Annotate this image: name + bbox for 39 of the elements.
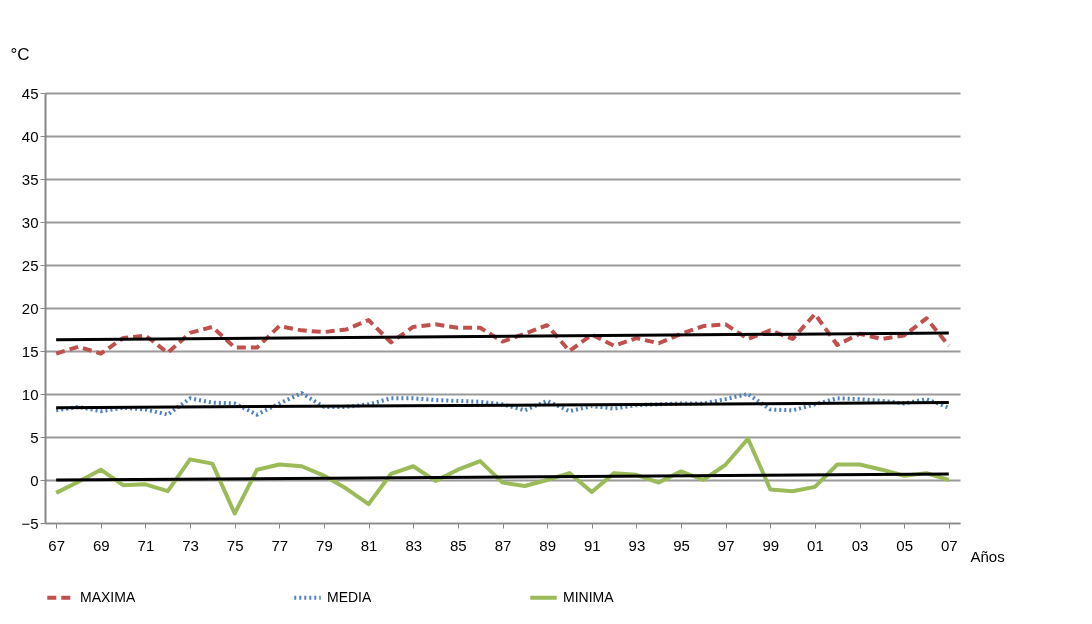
- y-tick-label: 0: [30, 471, 39, 489]
- x-tick-label: 79: [316, 536, 333, 554]
- y-tick-label: 10: [21, 385, 39, 403]
- y-tick-label: 15: [21, 342, 39, 360]
- y-axis-title: °C: [10, 44, 30, 64]
- x-tick-label: 93: [628, 536, 646, 554]
- x-tick-label: 95: [673, 536, 690, 554]
- line-series: [54, 312, 951, 356]
- x-tick-label: 05: [896, 536, 914, 554]
- y-tick-label: 5: [30, 428, 39, 446]
- x-tick-label: 69: [92, 536, 110, 554]
- x-tick-label: 81: [360, 536, 378, 554]
- x-tick-label: 03: [851, 536, 869, 554]
- x-tick-label: 87: [494, 536, 512, 554]
- y-tick-label: 20: [21, 299, 39, 317]
- y-tick-label: 45: [21, 84, 39, 102]
- x-tick-label: 75: [226, 536, 244, 554]
- y-tick-label: 35: [21, 170, 39, 188]
- x-tick-label: 71: [137, 536, 155, 554]
- x-tick-label: 85: [450, 536, 467, 554]
- legend-label: MINIMA: [563, 588, 615, 605]
- x-tick-label: 97: [717, 536, 735, 554]
- y-tick-label: 30: [21, 213, 39, 231]
- y-tick-label: −5: [21, 514, 39, 532]
- legend-label: MEDIA: [327, 588, 372, 605]
- x-tick-label: 67: [48, 536, 65, 554]
- x-tick-label: 01: [807, 536, 824, 554]
- x-tick-label: 77: [271, 536, 289, 554]
- x-tick-label: 99: [762, 536, 780, 554]
- y-tick-label: 25: [21, 256, 39, 274]
- x-tick-label: 83: [405, 536, 423, 554]
- x-tick-label: 73: [182, 536, 199, 554]
- legend-label: MAXIMA: [80, 588, 136, 605]
- x-tick-label: 07: [941, 536, 958, 554]
- x-axis-title: Años: [970, 547, 1005, 565]
- line-series: [54, 391, 951, 417]
- y-tick-label: 40: [21, 127, 39, 145]
- x-tick-label: 89: [539, 536, 556, 554]
- x-tick-label: 91: [583, 536, 601, 554]
